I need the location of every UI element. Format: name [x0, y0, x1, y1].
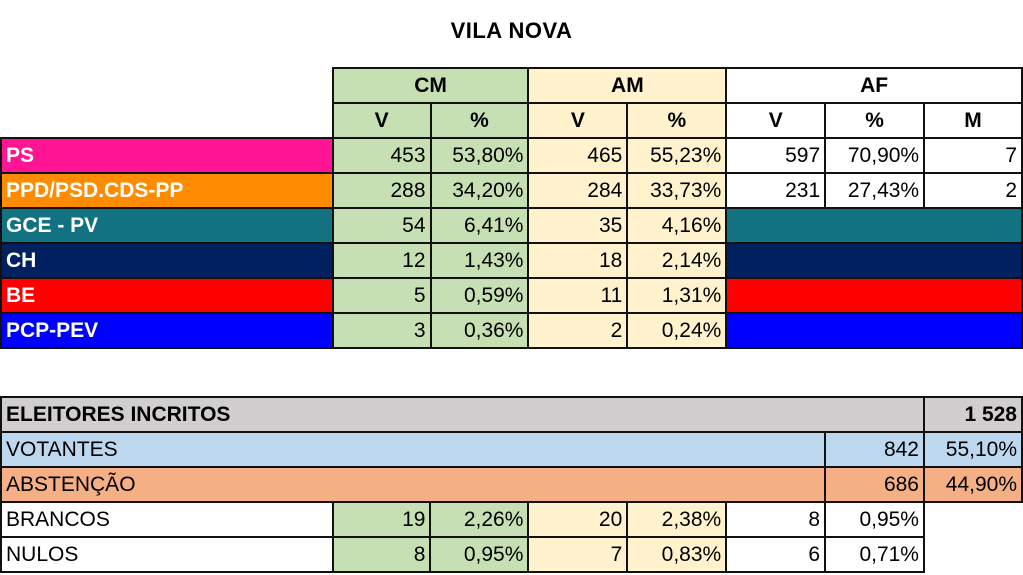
cm-votes: 5 — [331, 277, 432, 314]
table-row: BE 5 0,59% 11 1,31% — [0, 277, 1023, 314]
eleitores-label: ELEITORES INCRITOS — [0, 396, 925, 433]
table-row: CH 12 1,43% 18 2,14% — [0, 242, 1023, 279]
cm-votes: 453 — [331, 137, 432, 174]
cm-percent: 1,43% — [429, 242, 530, 279]
af-percent: 0,71% — [824, 536, 925, 573]
cm-percent: 34,20% — [429, 172, 530, 209]
empty-corner — [1, 68, 333, 103]
eleitores-value: 1 528 — [923, 396, 1023, 433]
am-votes: 11 — [527, 277, 629, 314]
af-percent: 70,90% — [824, 137, 926, 174]
af-mandates: 7 — [923, 137, 1023, 174]
am-votes: 20 — [527, 501, 629, 538]
af-empty-fill — [725, 207, 1023, 244]
header-cm-pct: % — [429, 102, 530, 139]
abstencao-row: ABSTENÇÃO 686 44,90% — [0, 466, 1023, 503]
am-votes: 2 — [527, 312, 629, 349]
cm-percent: 0,95% — [429, 536, 530, 573]
af-empty-fill — [725, 277, 1023, 314]
af-percent: 27,43% — [824, 172, 926, 209]
cm-votes: 12 — [331, 242, 432, 279]
cm-percent: 6,41% — [429, 207, 530, 244]
am-votes: 284 — [527, 172, 629, 209]
cm-percent: 53,80% — [429, 137, 530, 174]
af-percent: 0,95% — [824, 501, 925, 538]
abstencao-percent: 44,90% — [922, 466, 1023, 503]
am-percent: 0,24% — [626, 312, 728, 349]
header-af-pct: % — [824, 102, 926, 139]
header-cm: CM — [331, 67, 530, 104]
abstencao-votes: 686 — [824, 466, 925, 503]
am-votes: 35 — [527, 207, 629, 244]
cm-percent: 2,26% — [429, 501, 530, 538]
af-votes: 231 — [725, 172, 827, 209]
table-row: PS 453 53,80% 465 55,23% 597 70,90% 7 — [0, 137, 1023, 174]
party-name: BE — [0, 277, 334, 314]
am-percent: 2,38% — [626, 501, 728, 538]
af-votes: 6 — [725, 536, 827, 573]
party-name: CH — [0, 242, 334, 279]
header-af: AF — [725, 67, 1023, 104]
votantes-label: VOTANTES — [0, 431, 827, 468]
brancos-label: BRANCOS — [0, 501, 334, 538]
table-row: PCP-PEV 3 0,36% 2 0,24% — [0, 312, 1023, 349]
af-empty-fill — [725, 242, 1023, 279]
am-votes: 465 — [527, 137, 629, 174]
votantes-percent: 55,10% — [922, 431, 1023, 468]
am-votes: 7 — [527, 536, 629, 573]
header-af-m: M — [923, 102, 1023, 139]
eleitores-row: ELEITORES INCRITOS 1 528 — [0, 396, 1023, 433]
am-percent: 2,14% — [626, 242, 728, 279]
header-am-pct: % — [626, 102, 728, 139]
nulos-label: NULOS — [0, 536, 334, 573]
header-am: AM — [527, 67, 728, 104]
header-am-v: V — [527, 102, 629, 139]
header-cm-v: V — [331, 102, 432, 139]
party-name: PCP-PEV — [0, 312, 334, 349]
cm-votes: 3 — [331, 312, 432, 349]
am-percent: 0,83% — [626, 536, 728, 573]
results-table: CM AM AF V % V % V % M PS 453 53,80% 465… — [0, 67, 1023, 349]
nulos-row: NULOS 8 0,95% 7 0,83% 6 0,71% — [0, 536, 1022, 573]
am-percent: 33,73% — [626, 172, 728, 209]
cm-votes: 8 — [331, 536, 432, 573]
table-row: PPD/PSD.CDS-PP 288 34,20% 284 33,73% 231… — [0, 172, 1023, 209]
empty-cell — [924, 502, 1022, 537]
cm-votes: 288 — [331, 172, 432, 209]
page-title: VILA NOVA — [450, 18, 573, 43]
af-empty-fill — [725, 312, 1023, 349]
votantes-row: VOTANTES 842 55,10% — [0, 431, 1023, 468]
am-percent: 1,31% — [626, 277, 728, 314]
abstencao-label: ABSTENÇÃO — [0, 466, 827, 503]
am-percent: 55,23% — [626, 137, 728, 174]
party-name: PPD/PSD.CDS-PP — [0, 172, 334, 209]
table-row: GCE - PV 54 6,41% 35 4,16% — [0, 207, 1023, 244]
cm-percent: 0,36% — [429, 312, 530, 349]
party-name: GCE - PV — [0, 207, 334, 244]
brancos-row: BRANCOS 19 2,26% 20 2,38% 8 0,95% — [0, 501, 1022, 538]
empty-cell — [924, 537, 1022, 572]
cm-votes: 54 — [331, 207, 432, 244]
summary-table: ELEITORES INCRITOS 1 528 VOTANTES 842 55… — [0, 396, 1023, 573]
empty-corner — [1, 103, 333, 138]
cm-votes: 19 — [331, 501, 432, 538]
header-af-v: V — [725, 102, 827, 139]
af-votes: 597 — [725, 137, 827, 174]
party-name: PS — [0, 137, 334, 174]
votantes-votes: 842 — [824, 431, 925, 468]
af-votes: 8 — [725, 501, 827, 538]
am-votes: 18 — [527, 242, 629, 279]
af-mandates: 2 — [923, 172, 1023, 209]
am-percent: 4,16% — [626, 207, 728, 244]
cm-percent: 0,59% — [429, 277, 530, 314]
